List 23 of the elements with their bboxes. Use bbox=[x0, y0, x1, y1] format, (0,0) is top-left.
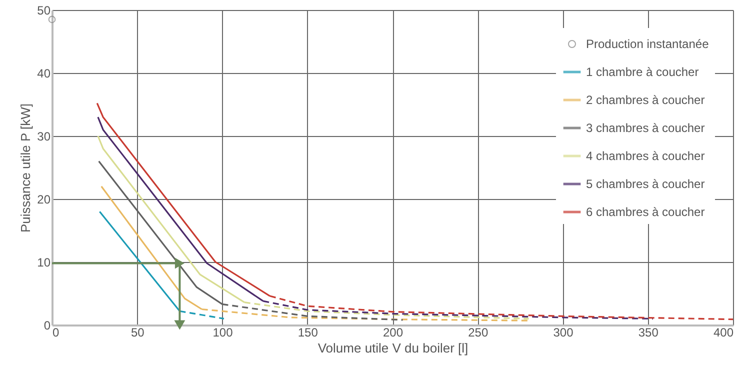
legend-label: 1 chambre à coucher bbox=[586, 65, 699, 79]
x-axis-title: Volume utile V du boiler [l] bbox=[318, 340, 468, 356]
x-tick-label: 100 bbox=[212, 326, 234, 340]
x-tick-label: 400 bbox=[713, 326, 734, 340]
legend-label: Production instantanée bbox=[586, 37, 710, 51]
x-tick-label: 150 bbox=[298, 326, 318, 340]
legend-label: 5 chambres à coucher bbox=[586, 177, 705, 191]
y-tick-label: 10 bbox=[37, 256, 51, 270]
legend-label: 6 chambres à coucher bbox=[586, 205, 705, 219]
legend-label: 3 chambres à coucher bbox=[586, 121, 705, 135]
x-tick-label: 50 bbox=[130, 326, 145, 340]
x-tick-label: 200 bbox=[382, 326, 404, 340]
x-tick-label: 250 bbox=[468, 326, 488, 340]
y-tick-label: 50 bbox=[37, 4, 51, 18]
y-tick-label: 30 bbox=[37, 130, 51, 144]
legend-label: 4 chambres à coucher bbox=[586, 149, 705, 163]
legend-label: 2 chambres à coucher bbox=[586, 93, 705, 107]
x-tick-label: 300 bbox=[553, 326, 574, 340]
x-tick-label: 350 bbox=[638, 326, 659, 340]
y-tick-label: 40 bbox=[37, 66, 51, 80]
y-tick-label: 20 bbox=[37, 192, 51, 206]
y-axis-title: Puissance utile P [kW] bbox=[18, 103, 34, 233]
x-tick-label: 0 bbox=[52, 326, 60, 340]
